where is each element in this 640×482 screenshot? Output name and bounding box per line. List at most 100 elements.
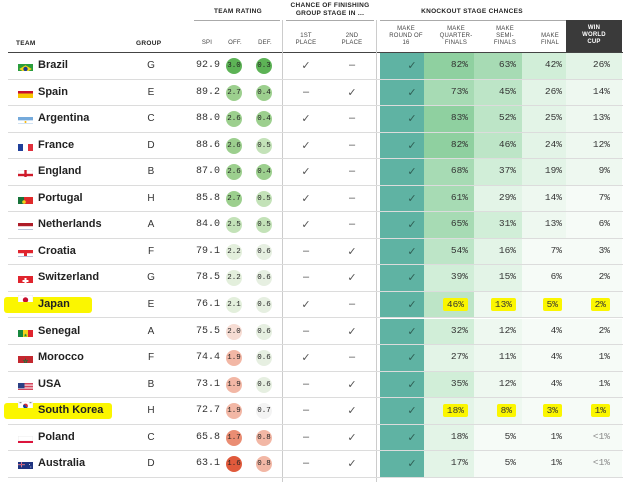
def-rating-circle: 0.6 [256,243,272,260]
row-divider [8,317,623,319]
spi-value: 85.8 [196,192,221,204]
first-place-mark: – [302,271,310,284]
group-letter: A [147,219,155,231]
win-cell-bg [566,53,622,79]
sf-probability: 15% [498,271,516,283]
col-1st-l1: 1ST [300,33,312,39]
win-probability: 6% [598,218,610,230]
row-divider [8,370,623,372]
table-row: France D 88.6 2.6 0.5 ✓ – ✓ 82% 46% 24% 12% [0,132,640,160]
f-probability: 26% [544,85,562,97]
table-row: Croatia F 79.1 2.2 0.6 – ✓ ✓ 54% 16% 7% 3% [0,238,640,266]
col-win-l1: WIN [587,25,601,31]
win-cell-bg [566,185,622,212]
sf-cell-bg [474,345,522,372]
spi-value: 63.1 [196,458,221,470]
first-place-mark: – [302,430,310,443]
second-place-mark: – [348,112,356,125]
table-row: Netherlands A 84.0 2.5 0.5 ✓ – ✓ 65% 31% 13% 6% [0,212,640,239]
spi-value: 72.7 [196,405,221,417]
second-place-mark: – [348,218,356,231]
round-of-16-mark: ✓ [407,219,417,232]
off-rating-circle: 2.6 [226,164,242,181]
poland-flag-icon [18,433,33,443]
off-rating-circle: 3.0 [226,58,242,74]
team-name: Netherlands [38,218,102,231]
second-place-mark: ✓ [347,325,357,338]
group-letter: C [147,431,155,443]
row-divider [8,397,623,399]
group-letter: E [147,298,155,310]
r16-cell-bg [380,159,424,186]
qf-probability: 61% [450,191,468,203]
col-sf-l3: FINALS [493,40,517,46]
table-row: Poland C 65.8 1.7 0.8 – ✓ ✓ 18% 5% 1% <1% [0,424,640,452]
table-row: Switzerland G 78.5 2.2 0.6 – ✓ ✓ 39% 15% 6% 2% [0,265,640,292]
win-probability: <1% [592,457,610,469]
sf-probability: 12% [498,324,516,336]
team-rating-rule [194,20,280,21]
spi-value: 87.0 [196,166,221,178]
col-group: GROUP [136,40,162,47]
f-cell-bg [522,345,566,372]
def-rating-circle: 0.5 [256,137,272,154]
header-team-rating: TEAM RATING [214,8,262,15]
round-of-16-mark: ✓ [407,113,417,126]
col-def: DEF. [258,40,272,46]
spi-value: 73.1 [196,378,221,390]
round-of-16-mark: ✓ [407,378,417,391]
col-1st-l2: PLACE [295,40,317,46]
round-of-16-mark: ✓ [407,458,417,471]
spi-value: 92.9 [196,60,221,71]
win-cell-bg [566,265,622,292]
row-divider [8,290,623,292]
col-f-l1: MAKE [541,33,559,39]
header-bottom-rule [8,52,623,53]
win-cell-bg [566,79,622,106]
f-cell-bg [522,265,566,292]
qf-cell-bg [424,238,474,265]
group-letter: G [147,272,155,284]
spain-flag-icon [18,88,33,98]
table-row: Australia D 63.1 1.6 0.8 – ✓ ✓ 17% 5% 1% <1% [0,451,640,478]
win-probability: 14% [592,85,610,97]
second-place-mark: – [348,59,356,71]
group-letter: G [147,60,155,71]
second-place-mark: ✓ [347,405,357,418]
sf-probability: 13% [490,297,516,311]
team-name: South Korea [38,404,104,417]
second-place-mark: – [348,138,356,151]
f-probability: 6% [550,271,562,283]
group-letter: B [147,378,155,390]
row-divider [8,476,623,478]
off-rating-circle: 1.6 [226,456,242,473]
group-letter: F [147,352,155,364]
win-cell-bg [566,238,622,265]
group-letter: E [147,86,155,98]
f-cell-bg [522,132,566,159]
qf-cell-bg [424,451,474,478]
r16-cell-bg [380,238,424,265]
sf-probability: 5% [504,457,516,469]
def-rating-circle: 0.5 [256,217,272,234]
second-place-mark: – [348,191,356,204]
r16-cell-bg [380,318,424,345]
def-rating-circle: 0.6 [256,296,272,313]
table-row: Morocco F 74.4 1.9 0.6 ✓ – ✓ 27% 11% 4% 1% [0,345,640,372]
row-divider [8,131,623,133]
def-rating-circle: 0.5 [256,190,272,207]
r16-cell-bg [380,371,424,398]
win-probability: 1% [590,404,610,418]
win-cell-bg [566,451,622,478]
f-cell-bg [522,53,566,79]
sf-cell-bg [474,212,522,239]
switzerland-flag-icon [18,273,33,284]
off-rating-circle: 2.2 [226,270,242,287]
qf-cell-bg [424,371,474,398]
portugal-flag-icon [18,194,33,204]
qf-cell-bg [424,53,474,79]
qf-cell-bg [424,345,474,372]
f-probability: 3% [542,404,562,418]
first-place-mark: ✓ [301,166,311,179]
col-qf-l1: MAKE [447,26,465,32]
